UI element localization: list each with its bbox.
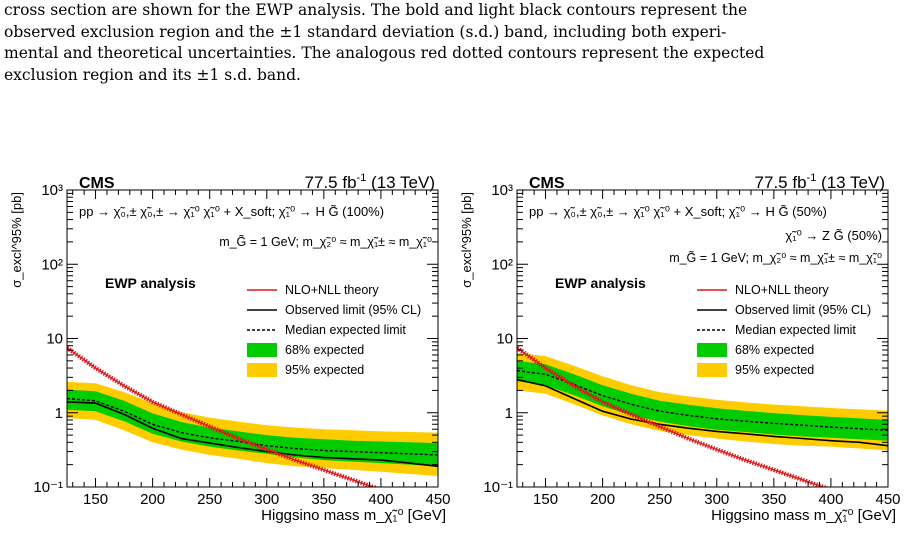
mass-assumption-label: m_G̃ = 1 GeV; m_χ̃₂⁰ ≈ m_χ̃₁± ≈ m_χ̃₁⁰ [219,234,432,249]
legend-label: 95% expected [285,363,364,377]
legend-label: 68% expected [285,343,364,357]
analysis-label: EWP analysis [555,275,646,291]
caption-line-2: observed exclusion region and the ±1 sta… [4,22,727,41]
theory-central-line [67,347,376,487]
x-tick-label: 250 [647,491,672,508]
legend-label: 68% expected [735,343,814,357]
legend-label: NLO+NLL theory [735,283,829,297]
caption-line-3: mental and theoretical uncertainties. Th… [4,44,765,62]
x-tick-label: 350 [311,491,336,508]
chart-panel-1: 150 200 250 300 350 400 450 10⁻¹ 1 10 10² 10³ σ_excl… [9,172,451,524]
y-tick-label: 1 [505,405,513,422]
energy-label: (13 TeV) [816,173,885,192]
observed-limit-line [517,378,888,447]
x-tick-label: 300 [704,491,729,508]
luminosity-label: 77.5 fb-1 (13 TeV) [305,172,435,192]
x-tick-label: 200 [140,491,165,508]
figure-caption: cross section are shown for the EWP anal… [4,0,910,86]
caption-line-4: exclusion region and its ±1 s.d. band. [4,65,301,84]
legend-swatch-95 [247,363,277,377]
caption-line-1: cross section are shown for the EWP anal… [4,1,748,19]
x-tick-label: 450 [875,491,900,508]
experiment-label: CMS [79,175,115,192]
luminosity-exponent: -1 [357,172,367,184]
process-label: pp → χ̃₀,± χ̃₀,± → χ̃₁⁰ χ̃₁⁰ + X_soft; χ… [79,204,384,219]
energy-label: (13 TeV) [366,173,435,192]
luminosity-label: 77.5 fb-1 (13 TeV) [755,172,885,192]
band-68-expected [67,389,438,467]
y-tick-label: 10 [46,331,63,348]
x-tick-label: 400 [368,491,393,508]
x-tick-label: 350 [761,491,786,508]
chart-panel-2: 150 200 250 300 350 400 450 10⁻¹ 1 10 10² 10³ σ_excl… [459,172,901,524]
y-tick-label: 10² [491,256,513,273]
x-tick-label: 250 [197,491,222,508]
legend-label: Median expected limit [735,323,856,337]
analysis-label: EWP analysis [105,275,196,291]
y-tick-label: 10² [41,256,63,273]
y-tick-label: 10³ [491,182,513,199]
legend-label: Observed limit (95% CL) [285,303,421,317]
x-tick-label: 150 [533,491,558,508]
process-label: pp → χ̃₀,± χ̃₀,± → χ̃₁⁰ χ̃₁⁰ + X_soft; χ… [529,204,827,219]
legend-label: Median expected limit [285,323,406,337]
y-axis-title: σ_excl^95% [pb] [459,192,474,288]
y-tick-label: 10⁻¹ [483,479,513,496]
x-tick-label: 300 [254,491,279,508]
x-tick-label: 200 [590,491,615,508]
legend: NLO+NLL theory Observed limit (95% CL) Med… [247,283,421,377]
legend-swatch-95 [697,363,727,377]
band-68-expected [517,360,888,441]
luminosity-exponent: -1 [807,172,817,184]
mass-assumption-label: m_G̃ = 1 GeV; m_χ̃₂⁰ ≈ m_χ̃₁± ≈ m_χ̃₁⁰ [669,250,882,265]
plot-area [67,345,438,487]
legend-swatch-68 [247,343,277,357]
theory-central-line [517,347,826,487]
experiment-label: CMS [529,175,565,192]
process-label-line-2: χ̃₁⁰ → Z G̃ (50%) [785,228,882,243]
legend-label: 95% expected [735,363,814,377]
x-tick-label: 400 [818,491,843,508]
y-tick-label: 1 [55,405,63,422]
legend: NLO+NLL theory Observed limit (95% CL) Med… [697,283,871,377]
x-axis-title: Higgsino mass m_χ̃₁⁰ [GeV] [261,507,446,524]
plot-area [517,345,888,487]
x-tick-label: 150 [83,491,108,508]
x-axis-title: Higgsino mass m_χ̃₁⁰ [GeV] [711,507,896,524]
y-tick-label: 10 [496,331,513,348]
observed-limit-line [67,401,438,468]
legend-label: Observed limit (95% CL) [735,303,871,317]
y-axis-title: σ_excl^95% [pb] [9,192,24,288]
median-expected-line [517,369,888,431]
y-tick-label: 10⁻¹ [33,479,63,496]
y-tick-label: 10³ [41,182,63,199]
legend-label: NLO+NLL theory [285,283,379,297]
legend-swatch-68 [697,343,727,357]
x-tick-label: 450 [425,491,450,508]
